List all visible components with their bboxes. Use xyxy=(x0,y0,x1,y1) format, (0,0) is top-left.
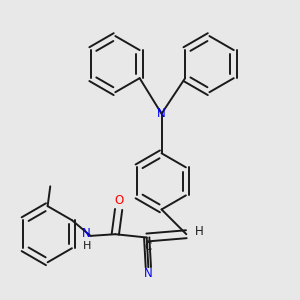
Text: H: H xyxy=(195,225,204,238)
Text: N: N xyxy=(144,267,153,280)
Text: H: H xyxy=(83,242,92,251)
Text: C: C xyxy=(145,242,152,252)
Text: N: N xyxy=(157,107,166,120)
Text: N: N xyxy=(82,227,91,240)
Text: O: O xyxy=(115,194,124,207)
